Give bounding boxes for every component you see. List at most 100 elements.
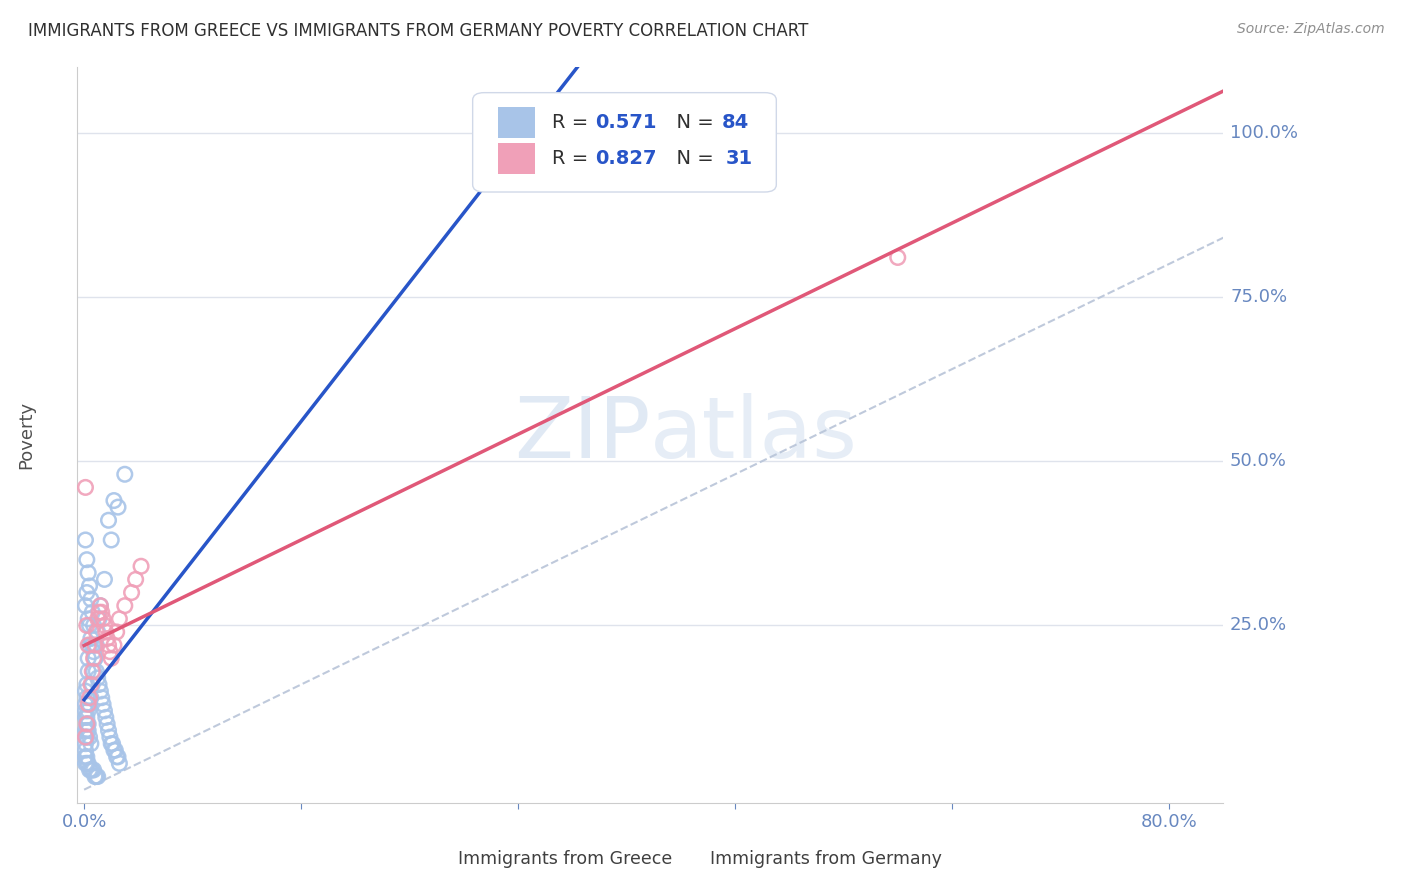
Point [98,645,121,659]
Point [75,743,97,757]
Text: 31: 31 [725,149,754,169]
Point [89,684,111,698]
Point [105,749,128,764]
Point [97,513,120,527]
Point [77,723,100,738]
Point [87,612,110,626]
Point [75,749,97,764]
Point [80,592,103,607]
Point [108,612,131,626]
Point [98,730,121,744]
Point [91,698,114,712]
Text: 75.0%: 75.0% [1230,288,1286,306]
Point [79,698,101,712]
Point [82,763,104,777]
Text: R =: R = [551,112,595,132]
Point [75,723,97,738]
Point [75,533,97,547]
Point [97,723,120,738]
Point [129,559,152,574]
Point [100,533,122,547]
Point [76,618,98,632]
Point [84,770,107,784]
Point [93,573,115,587]
Bar [498,144,534,174]
Point [76,730,98,744]
Point [76,677,98,691]
Point [86,665,108,679]
Text: IMMIGRANTS FROM GREECE VS IMMIGRANTS FROM GERMANY POVERTY CORRELATION CHART: IMMIGRANTS FROM GREECE VS IMMIGRANTS FRO… [28,22,808,40]
Point [80,677,103,691]
Point [75,698,97,712]
Point [84,651,107,665]
Text: 50.0%: 50.0% [1230,452,1286,470]
Point [76,723,98,738]
Point [79,690,101,705]
Point [100,651,122,665]
Point [76,749,98,764]
Text: 0.827: 0.827 [595,149,657,169]
Point [96,632,118,646]
Point [79,638,101,652]
Point [77,566,100,580]
Point [79,763,101,777]
Point [96,717,118,731]
Point [76,756,98,771]
Point [86,671,108,685]
Point [101,737,124,751]
Text: 25.0%: 25.0% [1230,616,1286,634]
Text: R =: R = [551,149,595,169]
Point [107,749,129,764]
Point [90,605,112,619]
Point [83,618,105,632]
Point [76,585,98,599]
Point [83,665,105,679]
Point [86,638,108,652]
Text: N =: N = [664,149,720,169]
Point [86,624,108,639]
Point [77,717,100,731]
Point [80,763,103,777]
Point [79,618,101,632]
Point [87,605,110,619]
Point [108,756,131,771]
Point [82,665,104,679]
Text: 84: 84 [721,112,748,132]
Point [83,763,105,777]
Point [77,612,100,626]
Point [75,704,97,718]
Point [80,690,103,705]
Point [75,684,97,698]
Bar [498,107,534,137]
Point [124,573,146,587]
Point [91,612,114,626]
Point [82,605,104,619]
Point [75,599,97,613]
Point [77,651,100,665]
Point [79,730,101,744]
Point [105,624,128,639]
Point [84,638,107,652]
Point [77,704,100,718]
Point [87,677,110,691]
Point [93,704,115,718]
FancyBboxPatch shape [472,93,776,192]
Point [77,638,100,652]
Text: 100.0%: 100.0% [1230,124,1298,142]
Point [83,645,105,659]
Point [103,493,125,508]
Point [77,756,100,771]
Text: ZIP: ZIP [513,393,651,476]
Point [79,579,101,593]
Point [80,737,103,751]
Bar [668,847,702,871]
Point [86,624,108,639]
Point [86,612,108,626]
Point [75,737,97,751]
Point [75,710,97,724]
Point [90,690,112,705]
Text: Poverty: Poverty [17,401,35,469]
Point [89,599,111,613]
Point [80,632,103,646]
Point [97,638,120,652]
